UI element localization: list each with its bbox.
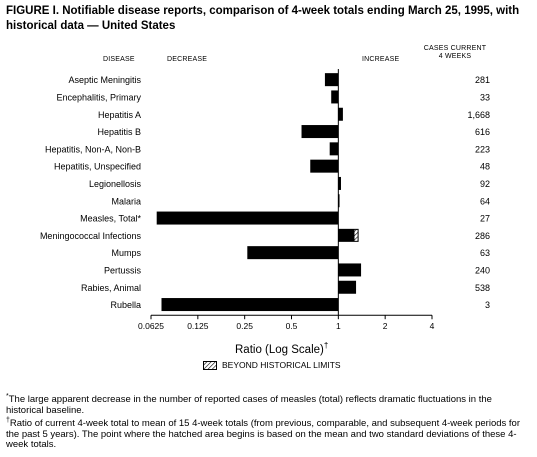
ratio-bar [331,90,339,104]
ratio-bar [338,280,357,294]
footnote-ratio-mark: † [6,417,10,424]
ratio-bar [156,211,339,225]
disease-column-header: DISEASE [103,56,135,63]
legend-hatch-swatch [203,361,217,370]
x-tick-label: 1 [336,321,341,331]
x-tick-label: 4 [430,321,435,331]
category-label: Hepatitis, Unspecified [54,162,141,172]
category-label: Rabies, Animal [81,283,141,293]
cases-header-line1: CASES CURRENT [423,45,487,52]
legend-label: BEYOND HISTORICAL LIMITS [222,360,341,370]
x-axis-title-mark: † [323,341,329,350]
ratio-bar [329,142,339,156]
category-label: Meningococcal Infections [40,231,142,241]
chart: Aseptic Meningitis 281 Encephalitis, Prima… [40,69,490,331]
x-tick-label: 0.25 [236,321,253,331]
x-tick-label: 0.5 [286,321,298,331]
cases-value: 27 [480,214,490,224]
cases-value: 538 [475,283,490,293]
ratio-bar [338,176,341,190]
category-label: Rubella [110,300,141,310]
category-label: Malaria [111,196,141,206]
cases-value: 3 [485,300,490,310]
ratio-bar [338,107,343,121]
cases-value: 64 [480,196,490,206]
x-axis-title-text: Ratio (Log Scale) [235,343,324,356]
footnote-ratio: †Ratio of current 4-week total to mean o… [6,416,531,451]
ratio-bar [324,73,339,87]
x-tick-label: 2 [383,321,388,331]
cases-value: 240 [475,265,490,275]
cases-value: 92 [480,179,490,189]
cases-value: 33 [480,92,490,102]
ratio-bar [338,263,362,277]
figure-title: FIGURE I. Notifiable disease reports, co… [6,5,520,32]
cases-value: 616 [475,127,490,137]
footnote-measles-mark: * [6,393,9,400]
x-tick-label: 0.125 [187,321,209,331]
category-label: Hepatitis A [98,110,141,120]
ratio-bar [338,194,340,208]
ratio-bar [338,228,359,242]
cases-value: 48 [480,162,490,172]
category-label: Hepatitis, Non-A, Non-B [45,144,141,154]
category-label: Aseptic Meningitis [68,75,141,85]
cases-value: 223 [475,144,490,154]
cases-column-header: CASES CURRENT 4 WEEKS [420,45,490,61]
cases-value: 286 [475,231,490,241]
category-label: Hepatitis B [97,127,141,137]
cases-value: 63 [480,248,490,258]
category-label: Encephalitis, Primary [56,92,141,102]
increase-header: INCREASE [362,56,400,63]
x-tick-label: 0.0625 [138,321,164,331]
category-label: Legionellosis [89,179,142,189]
footnote-measles-text: The large apparent decrease in the numbe… [6,394,492,416]
category-label: Measles, Total* [80,214,141,224]
decrease-header: DECREASE [167,56,208,63]
cases-value: 281 [475,75,490,85]
category-label: Pertussis [104,265,142,275]
category-label: Mumps [111,248,141,258]
ratio-bar [161,298,339,312]
ratio-bar [247,246,339,260]
ratio-bar [310,159,339,173]
x-axis-title: Ratio (Log Scale)† [235,341,328,356]
footnote-measles: *The large apparent decrease in the numb… [6,392,531,416]
ratio-bar [301,125,339,139]
cases-header-line2: 4 WEEKS [438,53,472,60]
cases-value: 1,668 [467,110,490,120]
footnote-ratio-text: Ratio of current 4-week total to mean of… [6,418,521,451]
beyond-limits-hatch [354,229,358,241]
